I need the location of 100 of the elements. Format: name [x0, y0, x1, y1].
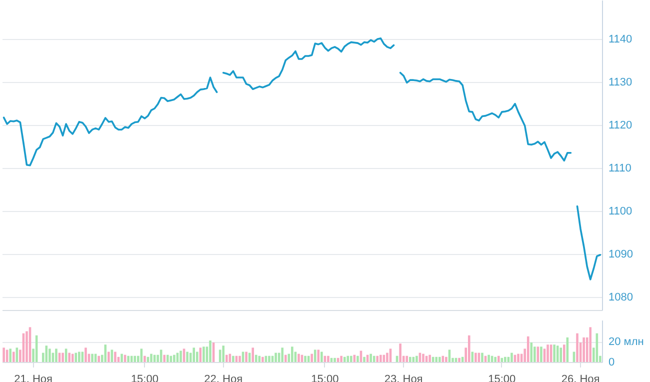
bar: [127, 356, 130, 362]
y-tick-label: 0: [608, 356, 615, 368]
bar: [225, 354, 228, 362]
bar: [134, 356, 136, 362]
bar: [428, 354, 431, 362]
bar: [422, 354, 424, 362]
y-tick-label: 1140: [608, 33, 632, 46]
bar: [98, 356, 100, 362]
y-tick-label: 1130: [608, 76, 632, 88]
bar: [304, 356, 306, 362]
bar: [163, 354, 166, 362]
bar: [340, 356, 342, 362]
bar: [576, 333, 578, 362]
bar: [108, 352, 110, 362]
bar: [268, 356, 270, 362]
bar: [274, 352, 277, 362]
bar: [504, 356, 506, 362]
bar: [534, 346, 536, 362]
bar: [209, 340, 212, 362]
bar: [408, 356, 412, 362]
bar: [281, 348, 284, 362]
bar: [488, 354, 490, 362]
bar: [334, 358, 336, 362]
bar: [252, 348, 254, 362]
bar: [192, 348, 196, 362]
bar: [91, 354, 94, 362]
bar: [438, 356, 441, 362]
bar: [104, 344, 107, 362]
bar: [500, 358, 504, 362]
bar: [526, 336, 530, 362]
bar: [150, 354, 152, 362]
bar: [380, 354, 382, 362]
y-tick-label: 1080: [608, 292, 633, 304]
bar: [458, 358, 460, 362]
bar: [346, 356, 350, 362]
bar: [517, 354, 520, 362]
bar: [386, 352, 388, 362]
bar: [114, 352, 116, 362]
bar: [78, 352, 80, 362]
bar: [445, 356, 448, 362]
bar: [262, 356, 264, 362]
bar: [180, 350, 182, 362]
bar: [62, 352, 64, 362]
bar: [376, 356, 379, 362]
bar: [317, 350, 320, 362]
bar: [245, 352, 248, 362]
y-tick-label: 20 млн: [608, 336, 644, 348]
bar: [399, 344, 402, 362]
bar: [120, 354, 123, 362]
bar: [510, 352, 513, 362]
bar: [202, 346, 205, 362]
bar: [553, 344, 556, 362]
bar: [254, 354, 258, 362]
bar: [468, 335, 470, 362]
bar: [298, 354, 300, 362]
bar: [582, 337, 585, 362]
bar: [68, 352, 70, 362]
bar: [26, 331, 28, 362]
bar: [406, 356, 408, 362]
bar: [173, 354, 176, 362]
bar: [48, 348, 51, 362]
bar: [196, 352, 198, 362]
bar: [166, 354, 169, 362]
bar: [497, 356, 500, 362]
bar: [55, 348, 58, 362]
bar: [481, 352, 484, 362]
bar: [416, 356, 418, 362]
bar: [284, 354, 287, 362]
bar: [222, 346, 224, 362]
bar: [74, 352, 78, 362]
y-tick-label: 1110: [608, 162, 632, 174]
bar: [12, 352, 15, 362]
bar: [314, 350, 316, 362]
bar: [589, 327, 592, 362]
bar: [327, 356, 330, 362]
bar: [232, 356, 234, 362]
bar: [350, 356, 352, 362]
bar: [540, 346, 542, 362]
bar: [546, 344, 549, 362]
y-tick-label: 1100: [608, 205, 632, 218]
bar: [563, 344, 566, 362]
y-tick-label: 1120: [608, 119, 632, 132]
bar: [435, 356, 438, 362]
bar: [71, 354, 74, 362]
bar: [9, 348, 12, 362]
bar: [363, 356, 366, 362]
bar: [144, 356, 146, 362]
bar: [2, 348, 5, 362]
bar: [560, 348, 562, 362]
bar: [474, 352, 477, 362]
bar: [238, 356, 241, 362]
bar: [186, 352, 188, 362]
bar: [370, 354, 372, 362]
bar: [291, 346, 294, 362]
bar: [356, 356, 359, 362]
bar: [320, 352, 323, 362]
bar: [494, 356, 496, 362]
bar: [84, 348, 87, 362]
bar: [310, 354, 313, 362]
y-tick-label: 1090: [608, 248, 633, 261]
